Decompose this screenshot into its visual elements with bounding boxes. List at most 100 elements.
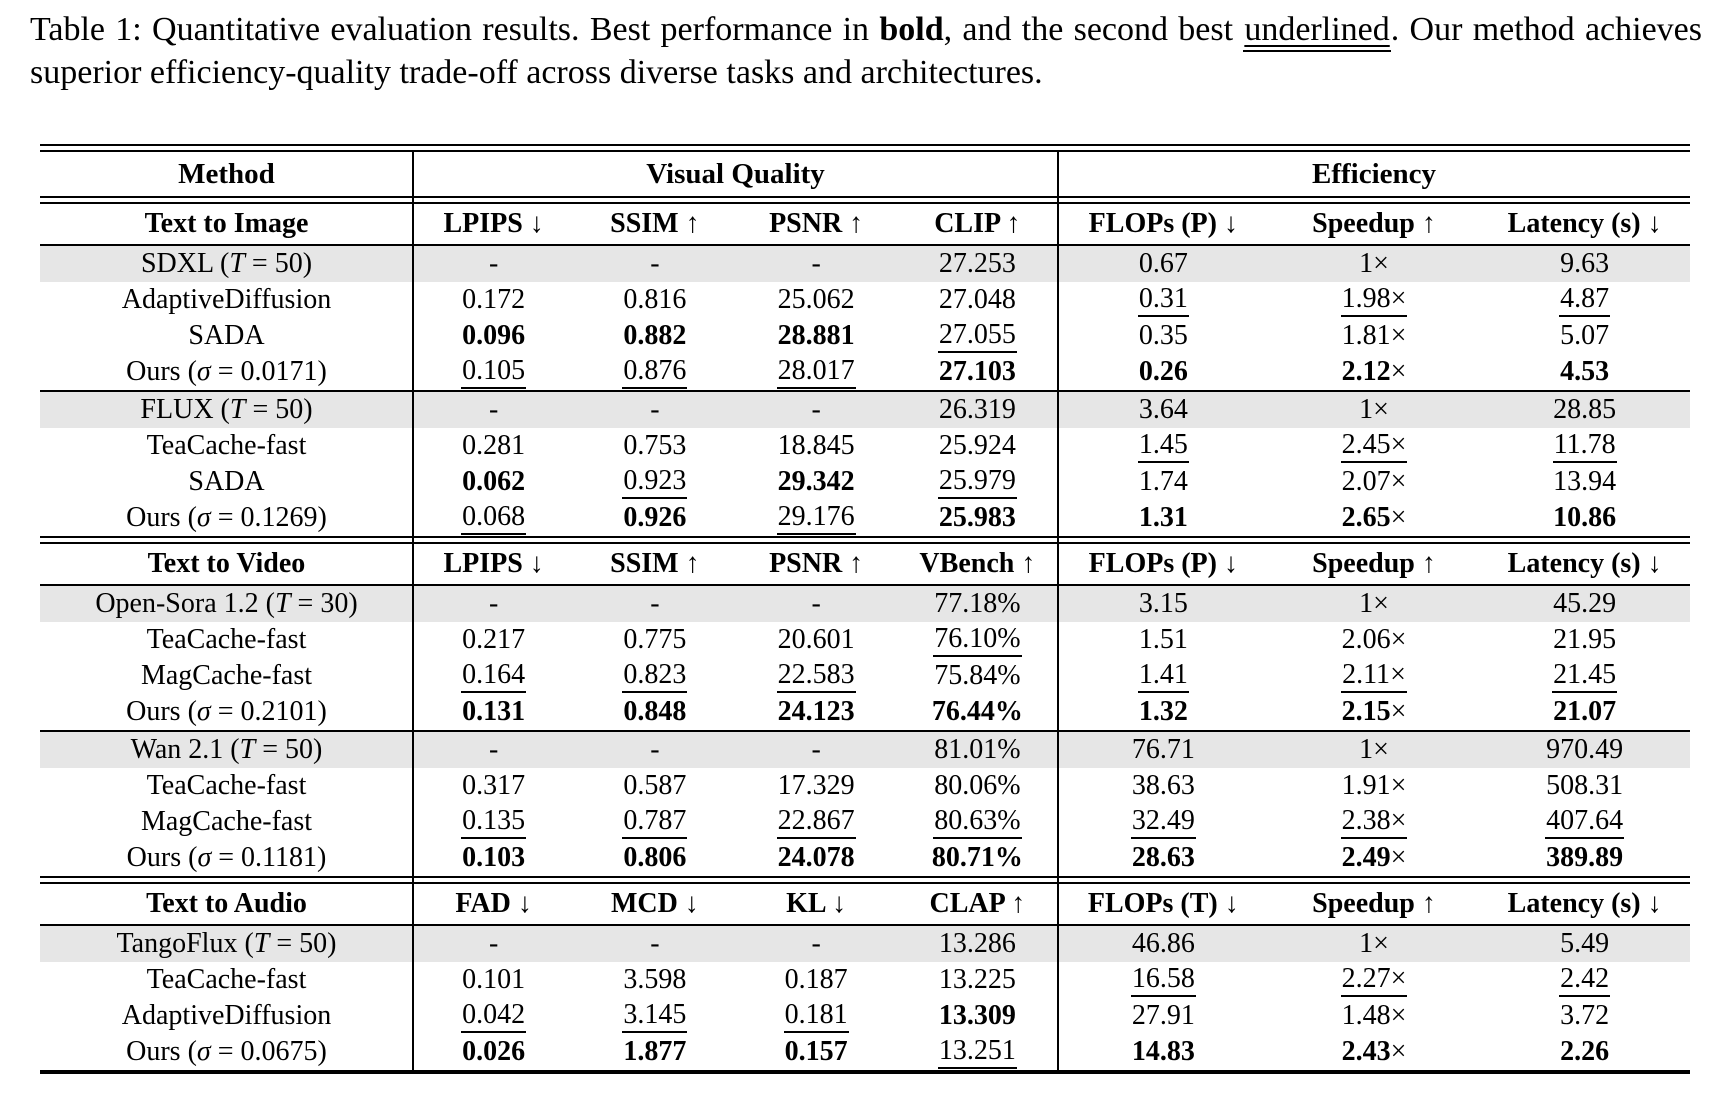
horizontal-rule: [40, 882, 1690, 884]
metric-cell: 0.848: [623, 696, 687, 727]
metric-cell: 0.923: [574, 465, 735, 500]
metric-cell: 2.42: [1479, 963, 1690, 998]
metric-cell: -: [650, 588, 660, 619]
metric-cell: 29.342: [777, 466, 855, 497]
metric-column-header: CLAP ↑: [929, 888, 1026, 919]
metric-cell: 3.145: [574, 999, 735, 1034]
horizontal-rule: [40, 150, 1690, 152]
metric-cell: 1×: [1359, 734, 1389, 765]
metric-cell: 0.317: [462, 770, 526, 801]
metric-cell: 22.867: [736, 805, 897, 840]
metric-cell: 20.601: [777, 624, 855, 655]
metric-cell: 80.63%: [897, 805, 1058, 840]
horizontal-rule: [40, 730, 1690, 732]
metric-column-header: LPIPS ↓: [443, 208, 544, 239]
metric-cell: 0.217: [462, 624, 526, 655]
metric-cell: -: [650, 394, 660, 425]
metric-cell: 3.64: [1138, 394, 1188, 425]
table-row: AdaptiveDiffusion 0.172 0.816 25.062 27.048 0…: [40, 282, 1690, 318]
metric-cell: 14.83: [1131, 1036, 1195, 1067]
metric-cell: 3.15: [1138, 588, 1188, 619]
table-row: Ours (σ = 0.1269) 0.068 0.926 29.176 25.983 1…: [40, 500, 1690, 536]
horizontal-rule: [40, 244, 1690, 246]
metric-cell: 28.63: [1131, 842, 1195, 873]
metric-cell: -: [811, 394, 821, 425]
horizontal-rule: [40, 144, 1690, 146]
metric-column-header: FLOPs (P) ↓: [1088, 208, 1238, 239]
metric-column-header: CLIP ↑: [934, 208, 1021, 239]
metric-column-header: VBench ↑: [919, 548, 1036, 579]
horizontal-rule: [40, 390, 1690, 392]
method-cell: Ours (σ = 0.2101): [126, 696, 327, 727]
metric-cell: -: [811, 928, 821, 959]
method-cell: Ours (σ = 0.1181): [126, 842, 327, 873]
metric-cell: 2.43×: [1341, 1036, 1407, 1067]
section-header-row: Text to Audio FAD ↓ MCD ↓ KL ↓ CLAP ↑ FLOPs (…: [40, 884, 1690, 924]
metric-cell: 389.89: [1546, 842, 1624, 873]
baseline-row: FLUX (T = 50) - - - 26.319 3.64 1× 28.85: [40, 392, 1690, 428]
metric-cell: 13.94: [1553, 466, 1617, 497]
method-cell: TeaCache-fast: [146, 770, 307, 801]
metric-cell: -: [650, 928, 660, 959]
metric-cell: 0.823: [574, 659, 735, 694]
table-caption: Table 1: Quantitative evaluation results…: [30, 11, 1702, 91]
metric-cell: 2.06×: [1341, 624, 1407, 655]
table-row: Ours (σ = 0.1181) 0.103 0.806 24.078 80.71% 2…: [40, 840, 1690, 876]
metric-cell: 1.877: [623, 1036, 687, 1067]
metric-cell: 0.876: [574, 355, 735, 390]
metric-cell: 0.67: [1138, 248, 1188, 279]
baseline-row: TangoFlux (T = 50) - - - 13.286 46.86 1× 5.49: [40, 926, 1690, 962]
baseline-row: Wan 2.1 (T = 50) - - - 81.01% 76.71 1× 970.49: [40, 732, 1690, 768]
metric-column-header: MCD ↓: [610, 888, 699, 919]
metric-cell: 9.63: [1560, 248, 1610, 279]
method-cell: SADA: [188, 466, 265, 497]
metric-cell: 0.164: [413, 659, 574, 694]
metric-cell: 0.926: [623, 502, 687, 533]
metric-cell: 0.775: [623, 624, 687, 655]
method-column-header: Method: [178, 157, 275, 190]
metric-column-header: PSNR ↑: [769, 208, 864, 239]
table-row: MagCache-fast 0.135 0.787 22.867 80.63% 32.49…: [40, 804, 1690, 840]
method-cell: TeaCache-fast: [146, 624, 307, 655]
method-cell: AdaptiveDiffusion: [121, 1000, 332, 1031]
metric-cell: 5.49: [1560, 928, 1610, 959]
metric-cell: 81.01%: [934, 734, 1021, 765]
metric-cell: 2.11×: [1269, 659, 1480, 694]
table-group-header-row: Method Visual Quality Efficiency: [40, 152, 1690, 196]
metric-cell: 76.44%: [931, 696, 1023, 727]
metric-cell: 2.45×: [1269, 429, 1480, 464]
metric-cell: 25.924: [938, 430, 1016, 461]
metric-cell: 0.157: [784, 1036, 848, 1067]
metric-cell: 38.63: [1131, 770, 1195, 801]
table-sections: Text to Image LPIPS ↓ SSIM ↑ PSNR ↑ CLIP ↑ FL…: [40, 204, 1690, 1070]
method-cell: Wan 2.1 (T = 50): [130, 734, 323, 765]
metric-cell: 28.017: [736, 355, 897, 390]
metric-column-header: Latency (s) ↓: [1507, 888, 1662, 919]
metric-cell: 16.58: [1058, 963, 1269, 998]
metric-column-header: Speedup ↑: [1312, 208, 1436, 239]
metric-cell: -: [650, 248, 660, 279]
metric-column-header: SSIM ↑: [610, 548, 700, 579]
metric-cell: 5.07: [1560, 320, 1610, 351]
metric-cell: 27.253: [938, 248, 1016, 279]
metric-cell: -: [811, 248, 821, 279]
metric-cell: 1.32: [1138, 696, 1188, 727]
horizontal-rule: [40, 542, 1690, 544]
metric-column-header: SSIM ↑: [610, 208, 700, 239]
metric-cell: 0.062: [462, 466, 526, 497]
metric-cell: 0.882: [623, 320, 687, 351]
metric-column-header: PSNR ↑: [769, 548, 864, 579]
metric-cell: 0.135: [413, 805, 574, 840]
metric-cell: 77.18%: [934, 588, 1021, 619]
horizontal-rule: [40, 196, 1690, 198]
table-row: AdaptiveDiffusion 0.042 3.145 0.181 13.309 27…: [40, 998, 1690, 1034]
table-row: TeaCache-fast 0.317 0.587 17.329 80.06% 38.63…: [40, 768, 1690, 804]
baseline-row: Open-Sora 1.2 (T = 30) - - - 77.18% 3.15 1× 45.…: [40, 586, 1690, 622]
metric-cell: 32.49: [1058, 805, 1269, 840]
metric-cell: 26.319: [938, 394, 1016, 425]
metric-cell: -: [488, 928, 499, 959]
metric-cell: 45.29: [1553, 588, 1617, 619]
horizontal-rule: [40, 876, 1690, 878]
horizontal-rule: [40, 584, 1690, 586]
metric-column-header: Speedup ↑: [1312, 888, 1436, 919]
